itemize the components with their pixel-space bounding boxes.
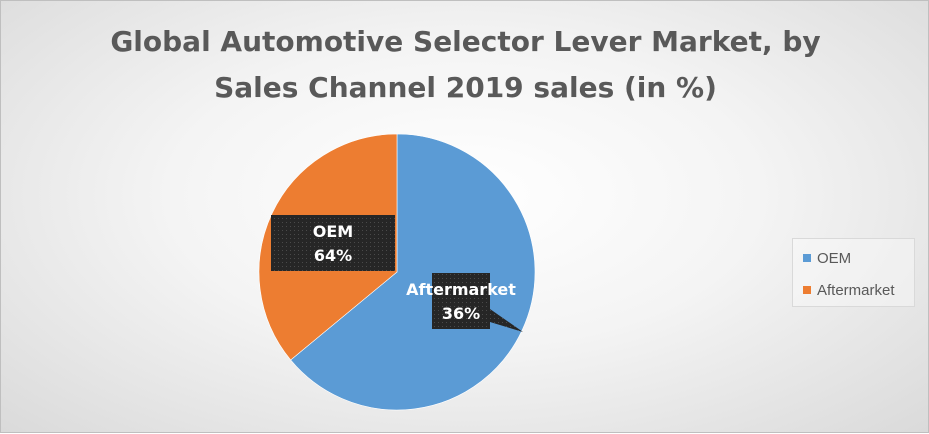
chart-title-line-1: Global Automotive Selector Lever Market,… (110, 25, 821, 58)
data-label-aftermarket: Aftermarket 36% (406, 273, 523, 332)
legend: OEM Aftermarket (792, 238, 915, 307)
legend-label-aftermarket: Aftermarket (817, 281, 895, 299)
chart-title: Global Automotive Selector Lever Market,… (1, 19, 929, 111)
data-label-oem: OEM 64% (271, 215, 395, 271)
legend-swatch-oem (803, 254, 811, 262)
chart-title-line-2: Sales Channel 2019 sales (in %) (214, 71, 717, 104)
data-label-category: OEM (313, 222, 353, 241)
data-label-value: 64% (314, 246, 352, 265)
legend-item-oem: OEM (803, 249, 851, 267)
legend-label-oem: OEM (817, 249, 852, 267)
legend-swatch-aftermarket (803, 286, 811, 294)
pie-slice-oem (290, 133, 536, 411)
legend-item-aftermarket: Aftermarket (803, 281, 895, 299)
data-label-value: 36% (442, 304, 480, 323)
data-label-category: Aftermarket (406, 280, 516, 299)
